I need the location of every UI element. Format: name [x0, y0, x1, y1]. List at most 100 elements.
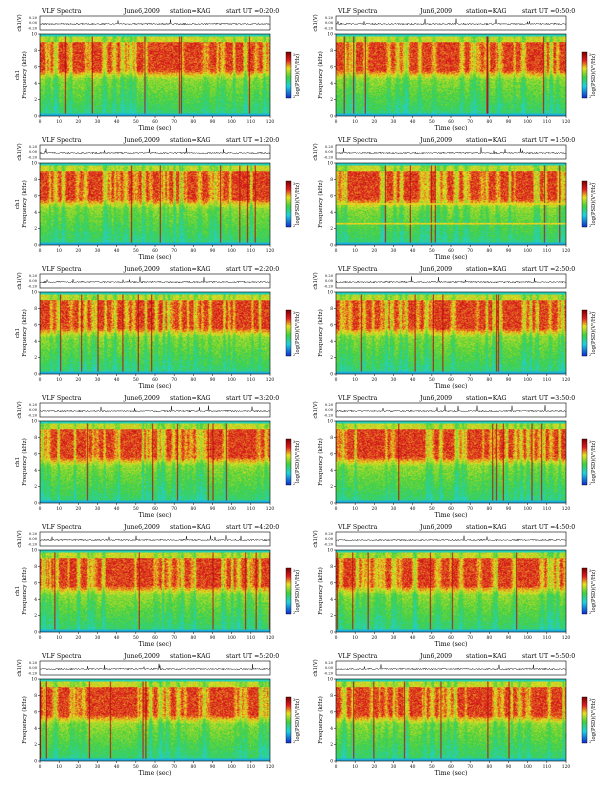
x-tick-label: 0 [39, 120, 42, 125]
x-tick-label: 110 [543, 636, 552, 641]
y-axis-label: Frequency (kHz) [21, 51, 28, 99]
x-tick-label: 120 [266, 249, 275, 254]
channel-label: ch1 [15, 70, 21, 80]
x-tick-label: 50 [429, 636, 435, 641]
y-tick-label: 10 [31, 420, 37, 425]
waveform-trace [39, 535, 270, 542]
x-tick-label: 50 [429, 378, 435, 383]
colorbar-tick: 3 [589, 53, 591, 57]
x-tick-label: 50 [133, 765, 139, 770]
waveform-ylabel: ch1(V) [16, 401, 23, 418]
y-tick-label: 6 [34, 194, 37, 199]
x-axis-label: Time (sec) [139, 770, 172, 777]
x-tick-label: 100 [523, 765, 532, 770]
x-tick-label: 20 [76, 507, 82, 512]
waveform-tick: 0.20 [325, 532, 334, 536]
waveform-tick: -0.20 [324, 413, 334, 417]
x-tick-label: 10 [56, 249, 62, 254]
y-tick-label: 10 [31, 33, 37, 38]
colorbar-tick: 2 [589, 740, 591, 744]
x-tick-label: 0 [39, 378, 42, 383]
waveform-tick: 0.00 [325, 666, 334, 670]
x-tick-label: 90 [210, 636, 216, 641]
colorbar-frame [581, 696, 588, 744]
waveform-frame [39, 402, 271, 418]
spectrogram-heatmap [40, 292, 270, 374]
x-tick-label: 50 [429, 765, 435, 770]
y-tick-label: 4 [330, 469, 333, 474]
panel-title: VLF Spectra [337, 653, 378, 660]
x-tick-label: 30 [391, 765, 397, 770]
colorbar [286, 568, 291, 614]
y-tick-label: 2 [330, 98, 333, 103]
x-tick-label: 30 [95, 636, 101, 641]
colorbar-frame [581, 180, 588, 228]
panel-title: VLF Spectra [41, 395, 82, 402]
x-tick-label: 10 [56, 507, 62, 512]
y-axis-label: Frequency (kHz) [21, 180, 28, 228]
y-tick-label: 8 [330, 307, 333, 312]
waveform-frame [335, 531, 567, 547]
x-tick-label: 50 [133, 249, 139, 254]
colorbar-frame [285, 438, 292, 486]
waveform-ylabel: ch1(V) [16, 530, 23, 547]
y-tick-label: 10 [327, 33, 333, 38]
panel-date: Jun6,2009 [419, 653, 452, 660]
y-tick-label: 0 [330, 502, 333, 507]
y-tick-label: 10 [31, 678, 37, 683]
y-tick-label: 2 [330, 743, 333, 748]
y-tick-label: 8 [34, 694, 37, 699]
colorbar-label: log(PSD)(V²/Hz) [294, 312, 301, 354]
x-axis-label: Time (sec) [139, 383, 172, 390]
colorbar-frame [581, 309, 588, 357]
colorbar-frame [285, 696, 292, 744]
x-tick-label: 80 [487, 636, 493, 641]
x-tick-label: 40 [114, 636, 120, 641]
panel-title: VLF Spectra [41, 653, 82, 660]
y-axis-label: Frequency (kHz) [21, 438, 28, 486]
spectrogram-heatmap [336, 550, 566, 632]
y-axis-label: Frequency (kHz) [317, 309, 324, 357]
y-tick-label: 4 [34, 727, 37, 732]
spectrum-panel-9: VLF Spectra June6,2009 station=KAG start UT… [15, 524, 301, 648]
panel-station: station=KAG [466, 524, 507, 531]
waveform-tick: -0.20 [324, 284, 334, 288]
colorbar-tick: 2 [293, 353, 295, 357]
panel-title: VLF Spectra [41, 8, 82, 15]
x-tick-label: 60 [448, 636, 454, 641]
x-tick-label: 110 [543, 765, 552, 770]
x-tick-label: 10 [352, 249, 358, 254]
x-tick-label: 40 [410, 120, 416, 125]
x-axis-label: Time (sec) [139, 125, 172, 132]
x-axis-label: Time (sec) [139, 641, 172, 648]
x-tick-label: 70 [171, 765, 177, 770]
waveform-tick: 0.20 [325, 274, 334, 278]
waveform-tick: 0.00 [29, 537, 38, 541]
y-tick-label: 4 [330, 211, 333, 216]
colorbar-tick: 3 [293, 569, 295, 573]
colorbar [582, 697, 587, 743]
x-tick-label: 0 [335, 249, 338, 254]
y-axis-label: Frequency (kHz) [21, 696, 28, 744]
x-tick-label: 40 [410, 249, 416, 254]
spectrum-panel-10: VLF Spectra Jun6,2009 station=KAG start UT … [312, 524, 597, 648]
x-tick-label: 70 [171, 507, 177, 512]
x-tick-label: 0 [335, 765, 338, 770]
waveform-trace [335, 18, 567, 26]
x-tick-label: 70 [467, 378, 473, 383]
waveform-frame [335, 273, 567, 289]
panel-station: station=KAG [466, 8, 507, 15]
y-tick-label: 0 [34, 502, 37, 507]
x-tick-label: 70 [171, 120, 177, 125]
spectrogram-heatmap [336, 292, 566, 374]
y-axis-label: Frequency (kHz) [317, 696, 324, 744]
panel-start-time: start UT =4:50:0 [522, 524, 575, 531]
colorbar-tick: 3 [589, 182, 591, 186]
colorbar [286, 439, 291, 485]
waveform-tick: -0.20 [28, 284, 38, 288]
waveform-trace [336, 664, 567, 671]
x-tick-label: 0 [335, 507, 338, 512]
panel-title: VLF Spectra [41, 137, 82, 144]
x-tick-label: 30 [95, 120, 101, 125]
